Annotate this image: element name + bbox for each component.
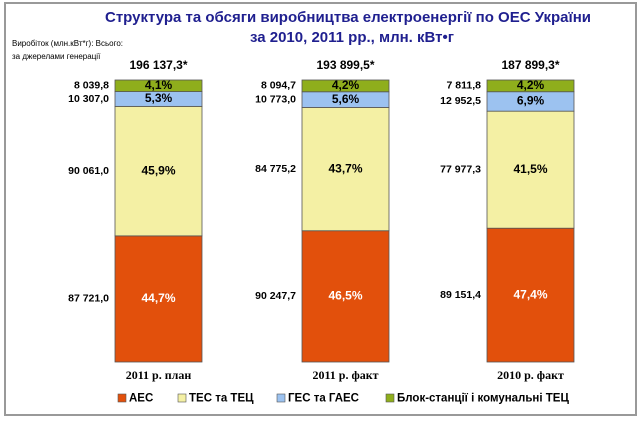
value-label: 8 094,7 — [261, 80, 296, 92]
legend-swatch — [117, 393, 127, 403]
bar-segment — [114, 235, 203, 363]
value-label: 77 977,3 — [440, 163, 481, 175]
total-label: 196 137,3* — [129, 58, 187, 72]
legend-label: АЕС — [129, 393, 153, 405]
bar-segment — [486, 110, 575, 229]
legend-label: ТЕС та ТЕЦ — [189, 393, 254, 405]
value-label: 7 811,8 — [447, 80, 482, 92]
bar-segment — [486, 227, 575, 363]
percent-label: 4,1% — [145, 78, 173, 92]
percent-label: 46,5% — [328, 289, 362, 303]
value-label: 90 061,0 — [68, 165, 109, 177]
axis-note: Виробіток (млн.кВт*г): Всього: — [12, 39, 123, 48]
percent-label: 5,3% — [145, 91, 173, 105]
chart-subtitle: за 2010, 2011 рр., млн. кВт•г — [250, 29, 454, 46]
legend-swatch — [177, 393, 187, 403]
legend-label: ГЕС та ГАЕС — [288, 393, 359, 405]
legend-swatch — [385, 393, 395, 403]
x-tick-label: 2010 р. факт — [497, 368, 564, 382]
x-tick-label: 2011 р. факт — [312, 368, 378, 382]
total-label: 193 899,5* — [316, 58, 374, 72]
percent-label: 45,9% — [141, 163, 175, 177]
value-label: 10 773,0 — [255, 93, 296, 105]
value-label: 12 952,5 — [440, 95, 481, 107]
bar-segment — [486, 79, 575, 93]
legend-swatch — [276, 393, 286, 403]
percent-label: 4,2% — [332, 78, 360, 92]
legend-label: Блок-станції і комунальні ТЕЦ — [397, 393, 569, 405]
value-label: 90 247,7 — [255, 290, 296, 302]
percent-label: 44,7% — [141, 291, 175, 305]
percent-label: 47,4% — [513, 287, 547, 301]
chart-title: Структура та обсяги виробництва електрое… — [105, 9, 591, 26]
percent-label: 43,7% — [328, 161, 362, 175]
bar-segment — [301, 79, 390, 93]
axis-note: за джерелами генерації — [12, 52, 101, 61]
percent-label: 5,6% — [332, 92, 360, 106]
bar-segment — [301, 230, 390, 363]
total-label: 187 899,3* — [501, 58, 559, 72]
value-label: 84 775,2 — [255, 163, 296, 175]
value-label: 10 307,0 — [68, 93, 109, 105]
value-label: 89 151,4 — [440, 289, 481, 301]
x-tick-label: 2011 р. план — [126, 368, 192, 382]
value-label: 8 039,8 — [74, 80, 109, 92]
percent-label: 41,5% — [513, 162, 547, 176]
bar-segment — [114, 79, 203, 92]
value-label: 87 721,0 — [68, 293, 109, 305]
percent-label: 4,2% — [517, 78, 545, 92]
bar-segment — [301, 107, 390, 232]
percent-label: 6,9% — [517, 94, 545, 108]
